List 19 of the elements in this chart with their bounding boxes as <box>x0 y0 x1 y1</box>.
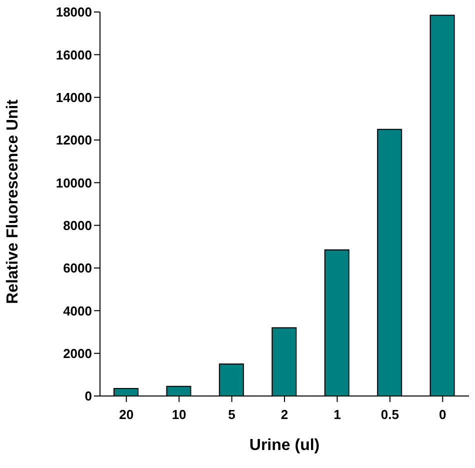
y-tick-label: 12000 <box>56 132 92 148</box>
y-tick-label: 18000 <box>56 4 92 20</box>
y-tick-label: 14000 <box>56 90 92 105</box>
x-tick-label: 10 <box>172 407 186 422</box>
y-axis-title: Relative Fluorescence Unit <box>4 98 22 304</box>
x-tick-label: 0.5 <box>380 407 399 422</box>
y-tick-label: 6000 <box>63 260 92 276</box>
x-tick-label: 5 <box>228 407 236 422</box>
x-tick-label: 20 <box>119 407 134 422</box>
y-tick-label: 4000 <box>63 303 92 318</box>
y-tick-label: 0 <box>84 388 92 404</box>
x-tick-label: 0 <box>439 407 446 422</box>
x-axis-title: Urine (ul) <box>249 437 320 454</box>
y-tick-label: 2000 <box>63 346 92 361</box>
y-tick-label: 8000 <box>63 218 92 233</box>
x-tick-label: 2 <box>280 407 288 422</box>
y-tick-label: 10000 <box>56 175 92 190</box>
x-tick-label: 1 <box>334 407 341 422</box>
y-tick-label: 16000 <box>56 47 92 62</box>
